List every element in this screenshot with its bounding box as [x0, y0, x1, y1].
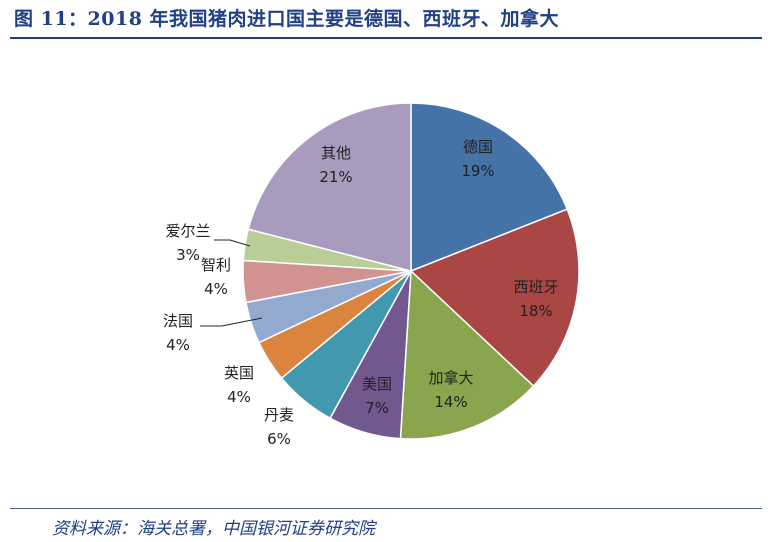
slice-percent-label: 4% — [227, 388, 251, 406]
slice-category-label: 智利 — [201, 256, 231, 274]
slice-category-label: 德国 — [463, 138, 493, 156]
pie-slice-3 — [399, 269, 535, 440]
slice-category-label: 美国 — [362, 375, 392, 393]
pie-slice-2 — [409, 208, 580, 388]
slice-category-label: 加拿大 — [428, 369, 473, 387]
pie-slice-10 — [247, 102, 412, 272]
slice-percent-label: 7% — [365, 399, 389, 417]
slice-percent-label: 21% — [319, 168, 352, 186]
slice-category-label: 其他 — [321, 144, 351, 162]
source-divider — [10, 508, 762, 509]
slice-category-label: 西班牙 — [513, 278, 558, 296]
slice-percent-label: 19% — [461, 162, 494, 180]
source-note: 资料来源：海关总署，中国银河证券研究院 — [52, 519, 375, 539]
slice-percent-label: 4% — [204, 280, 228, 298]
slice-category-label: 丹麦 — [264, 406, 294, 424]
pie-slice-1 — [410, 102, 569, 273]
slice-percent-label: 6% — [267, 430, 291, 448]
slice-category-label: 法国 — [163, 312, 193, 330]
slice-percent-label: 18% — [519, 302, 552, 320]
slice-percent-label: 14% — [434, 393, 467, 411]
slice-percent-label: 4% — [166, 336, 190, 354]
chart-title: 图 11：2018 年我国猪肉进口国主要是德国、西班牙、加拿大 — [14, 8, 560, 30]
leader-line — [214, 239, 251, 247]
leader-line — [200, 317, 263, 327]
title-underline — [10, 37, 762, 39]
slice-category-label: 爱尔兰 — [165, 222, 210, 240]
slice-category-label: 英国 — [224, 364, 254, 382]
slice-percent-label: 3% — [176, 246, 200, 264]
